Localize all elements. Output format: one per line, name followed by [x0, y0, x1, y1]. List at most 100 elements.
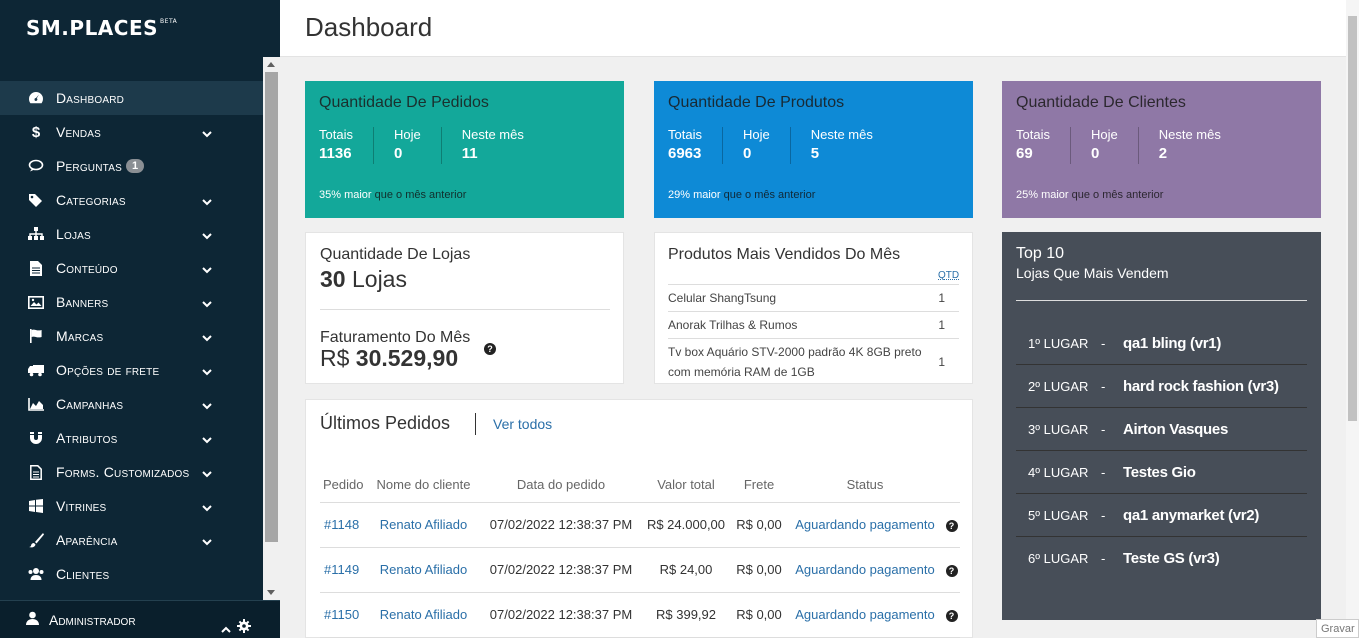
- order-id-link[interactable]: #1150: [320, 592, 366, 638]
- order-frete: R$ 0,00: [731, 502, 787, 548]
- title-separator: [475, 413, 476, 435]
- sidebar-item-conteudo[interactable]: Conteúdo: [0, 251, 263, 285]
- mes-label: Neste mês: [1158, 127, 1221, 142]
- sidebar-item-marcas[interactable]: Marcas: [0, 319, 263, 353]
- sidebar-scrollbar[interactable]: [263, 57, 280, 600]
- chevron-down-icon: [202, 364, 212, 379]
- chevron-down-icon: [202, 398, 212, 413]
- sidebar-item-forms-customizados[interactable]: Forms. Customizados: [0, 455, 263, 489]
- chevron-down-icon: [202, 432, 212, 447]
- user-menu[interactable]: Administrador: [0, 600, 280, 638]
- chevron-up-icon[interactable]: [221, 621, 231, 637]
- sidebar-item-categorias[interactable]: Categorias: [0, 183, 263, 217]
- sidebar-item-banners[interactable]: Banners: [0, 285, 263, 319]
- card-title: Quantidade De Pedidos: [319, 94, 489, 111]
- sidebar-item-perguntas[interactable]: Perguntas 1: [0, 149, 263, 183]
- client-name-link[interactable]: Renato Afiliado: [366, 547, 481, 593]
- perguntas-count-badge: 1: [125, 159, 145, 173]
- totais-value: 1136: [319, 145, 352, 162]
- order-status[interactable]: Aguardando pagamento: [787, 547, 943, 593]
- gear-icon[interactable]: [237, 619, 251, 636]
- currency-symbol: R$: [320, 345, 350, 371]
- sidebar-item-aparencia[interactable]: Aparência: [0, 523, 263, 557]
- sidebar-item-lojas[interactable]: Lojas: [0, 217, 263, 251]
- table-header-row: Pedido Nome do cliente Data do pedido Va…: [320, 468, 960, 503]
- sidebar-item-label: Atributos: [56, 430, 118, 446]
- page-scrollbar-thumb[interactable]: [1348, 16, 1357, 421]
- sidebar-item-label: Clientes: [56, 566, 110, 582]
- tags-icon: [28, 192, 44, 208]
- sidebar-item-vitrines[interactable]: Vitrines: [0, 489, 263, 523]
- question-circle-icon[interactable]: ?: [945, 610, 958, 622]
- sidebar-item-label: Perguntas: [56, 158, 122, 174]
- status-help: ?: [943, 502, 960, 548]
- question-circle-icon[interactable]: ?: [945, 565, 958, 577]
- totais-value: 69: [1016, 145, 1033, 162]
- card-title: Quantidade De Clientes: [1016, 94, 1186, 111]
- order-status[interactable]: Aguardando pagamento: [787, 502, 943, 548]
- ultimos-pedidos-card: Últimos Pedidos Ver todos Pedido Nome do…: [305, 399, 973, 638]
- sidebar-item-vendas[interactable]: $ Vendas: [0, 115, 263, 149]
- hoje-value: 0: [393, 145, 403, 162]
- scrollbar-thumb[interactable]: [265, 72, 278, 542]
- produtos-table: Celular ShangTsung 1 Anorak Trilhas & Rum…: [668, 284, 959, 385]
- sidebar-item-label: Lojas: [56, 226, 91, 242]
- order-total: R$ 399,92: [641, 592, 731, 638]
- sidebar-item-label: Conteúdo: [56, 260, 118, 276]
- scroll-up-arrow[interactable]: [267, 62, 275, 67]
- order-status[interactable]: Aguardando pagamento: [787, 592, 943, 638]
- list-item: 6º LUGAR - Teste GS (vr3): [1016, 537, 1307, 580]
- produto-qtd: 1: [935, 311, 959, 339]
- brand-logo[interactable]: SM.PLACES BETA: [26, 16, 177, 40]
- sidebar-item-label: Dashboard: [56, 90, 125, 106]
- ver-todos-link[interactable]: Ver todos: [493, 416, 553, 432]
- question-circle-icon[interactable]: ?: [945, 520, 958, 532]
- chevron-down-icon: [202, 126, 212, 141]
- gravar-overlay[interactable]: Gravar: [1316, 619, 1359, 638]
- page-scrollbar[interactable]: [1346, 0, 1359, 638]
- sidebar-item-campanhas[interactable]: Campanhas: [0, 387, 263, 421]
- faturamento-line: R$ 30.529,90: [320, 345, 458, 372]
- order-date: 07/02/2022 12:38:37 PM: [481, 592, 641, 638]
- page-header: Dashboard: [280, 0, 1346, 57]
- lojas-count: 30: [320, 266, 346, 292]
- rank-position: 2º LUGAR: [1028, 378, 1089, 394]
- lojas-card: Quantidade De Lojas 30 Lojas Faturamento…: [305, 232, 624, 384]
- sidebar-item-label: Marcas: [56, 328, 104, 344]
- store-name: qa1 anymarket (vr2): [1123, 506, 1260, 524]
- produto-name: Anorak Trilhas & Rumos: [668, 311, 935, 339]
- hoje-value: 0: [742, 145, 752, 162]
- produto-name: Celular ShangTsung: [668, 284, 935, 312]
- rank-position: 4º LUGAR: [1028, 464, 1089, 480]
- order-id-link[interactable]: #1148: [320, 502, 366, 548]
- client-name-link[interactable]: Renato Afiliado: [366, 502, 481, 548]
- top10-subtitle: Lojas Que Mais Vendem: [1016, 265, 1169, 281]
- store-name: hard rock fashion (vr3): [1123, 377, 1279, 395]
- sidebar-item-opcoes-frete[interactable]: Opções de frete: [0, 353, 263, 387]
- file-text-icon: [28, 464, 44, 480]
- lojas-title: Quantidade De Lojas: [320, 246, 471, 263]
- column-header: Frete: [731, 468, 787, 503]
- rank-dash: -: [1101, 507, 1106, 523]
- sidebar-item-label: Aparência: [56, 532, 118, 548]
- top10-title: Top 10: [1016, 245, 1065, 262]
- rank-dash: -: [1101, 551, 1106, 566]
- card-title: Quantidade De Produtos: [668, 94, 845, 111]
- sidebar-item-label: Vendas: [56, 124, 101, 140]
- rank-dash: -: [1101, 335, 1106, 351]
- sidebar-item-atributos[interactable]: Atributos: [0, 421, 263, 455]
- totais-label: Totais: [319, 127, 353, 142]
- scroll-down-arrow[interactable]: [267, 590, 275, 595]
- column-header: Valor total: [641, 468, 731, 503]
- sidebar-item-clientes[interactable]: Clientes: [0, 557, 263, 591]
- column-header: Nome do cliente: [366, 468, 481, 503]
- users-icon: [28, 566, 44, 582]
- order-id-link[interactable]: #1149: [320, 547, 366, 593]
- sidebar-item-dashboard[interactable]: Dashboard: [0, 81, 263, 115]
- client-name-link[interactable]: Renato Afiliado: [366, 592, 481, 638]
- chevron-down-icon: [202, 262, 212, 277]
- orders-title: Últimos Pedidos: [320, 413, 451, 433]
- dollar-icon: $: [31, 123, 41, 141]
- question-circle-icon[interactable]: ?: [484, 343, 496, 355]
- produto-qtd: 1: [935, 284, 959, 312]
